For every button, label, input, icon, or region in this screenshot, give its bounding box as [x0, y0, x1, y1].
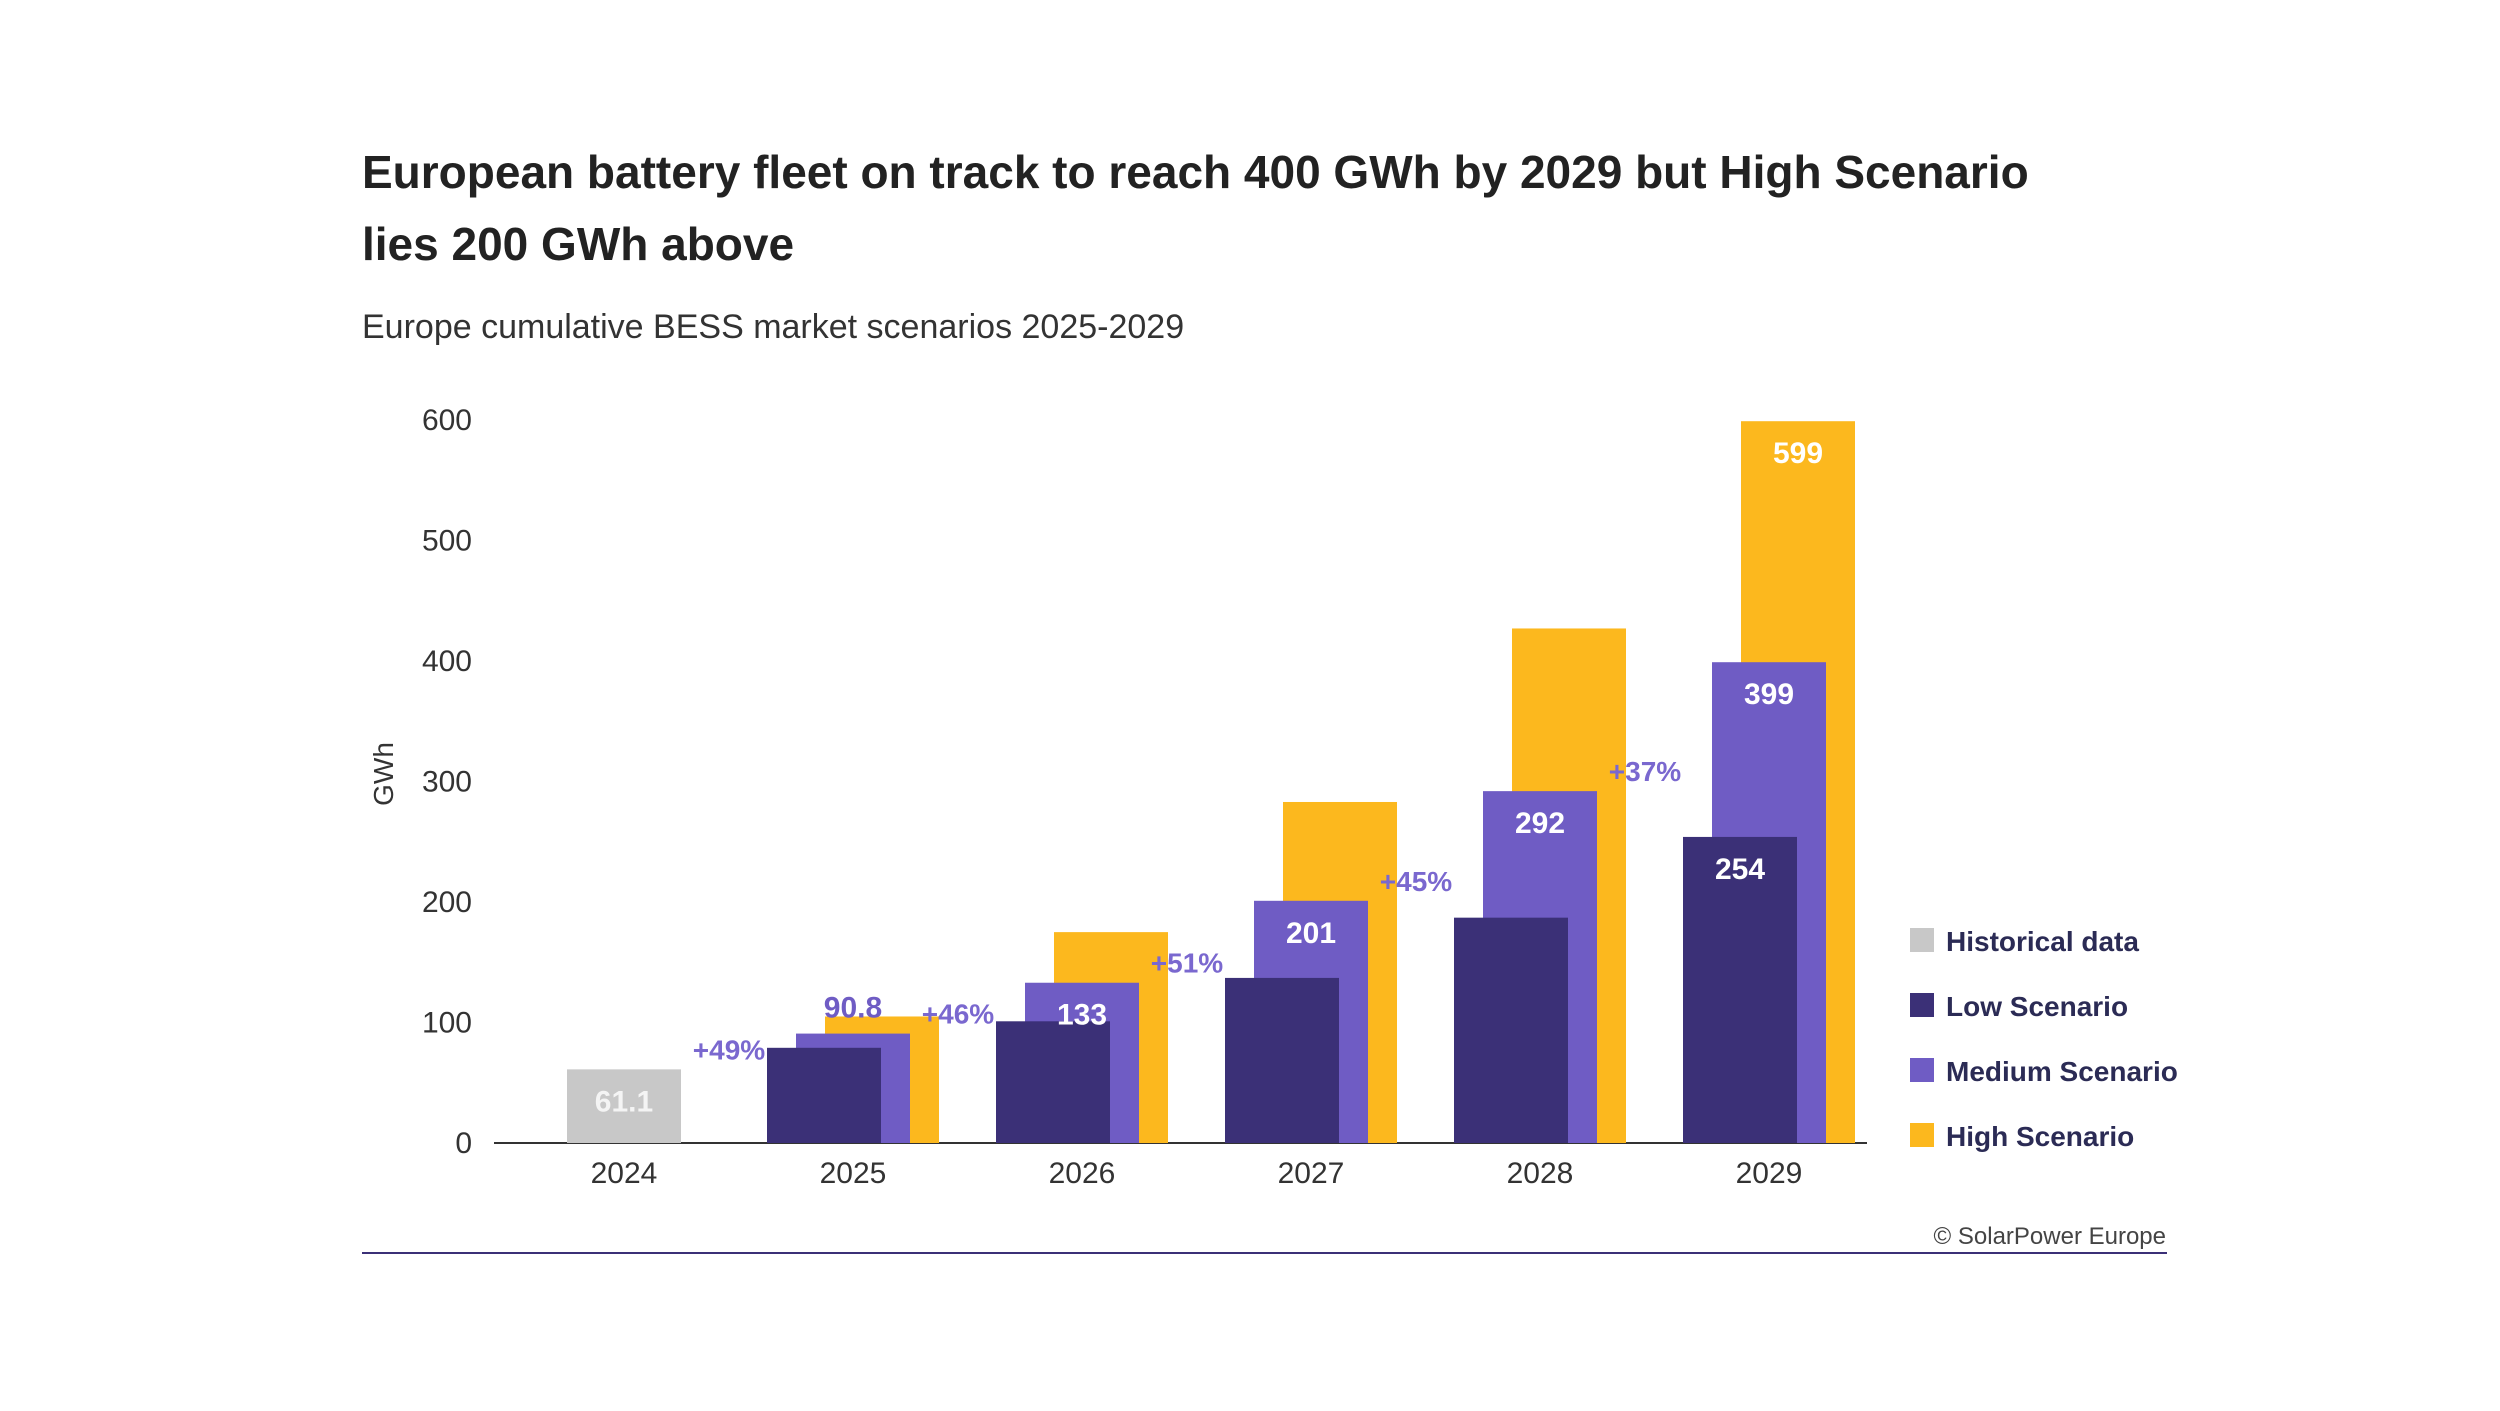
data-label: 133 — [1057, 999, 1107, 1032]
growth-labels-group: +49% +46% +51% +45% +37% — [693, 756, 1681, 1065]
data-label: 254 — [1715, 853, 1765, 886]
y-tick-label: 400 — [422, 645, 472, 678]
legend: Historical data Low Scenario Medium Scenar… — [1910, 926, 2178, 1152]
bar-low-scenario-2028 — [1454, 917, 1568, 1143]
x-axis: 2024 2025 2026 2027 2028 2029 — [494, 1142, 1867, 1190]
data-label: 90.8 — [824, 992, 882, 1025]
growth-label: +51% — [1151, 948, 1223, 979]
bar-historical-data-2024 — [567, 1069, 681, 1143]
legend-label: Historical data — [1946, 926, 2139, 957]
legend-label: High Scenario — [1946, 1121, 2134, 1152]
data-label: 599 — [1773, 437, 1823, 470]
y-tick-label: 500 — [422, 525, 472, 558]
data-labels-group: 599 90.8 133 201 292 399 254 61.1 — [595, 437, 1823, 1118]
y-axis-label: GWh — [368, 742, 399, 806]
source-note: © SolarPower Europe — [1934, 1223, 2166, 1250]
legend-label: Low Scenario — [1946, 991, 2128, 1022]
chart-title-line-1: European battery fleet on track to reach… — [362, 146, 2029, 198]
growth-label: +49% — [693, 1034, 765, 1065]
bar-low-scenario-2025 — [767, 1047, 881, 1143]
legend-swatch — [1910, 1058, 1934, 1082]
growth-label: +45% — [1380, 866, 1452, 897]
y-tick-label: 0 — [455, 1127, 472, 1160]
y-tick-label: 300 — [422, 766, 472, 799]
data-label: 201 — [1286, 917, 1336, 950]
y-tick-label: 100 — [422, 1007, 472, 1040]
growth-label: +46% — [922, 999, 994, 1030]
y-tick-label: 200 — [422, 886, 472, 919]
chart-title-line-2: lies 200 GWh above — [362, 218, 794, 270]
data-label: 61.1 — [595, 1085, 653, 1118]
x-tick-label: 2025 — [820, 1157, 887, 1190]
title-group: European battery fleet on track to reach… — [362, 146, 2029, 346]
x-tick-label: 2027 — [1278, 1157, 1345, 1190]
bars-group — [567, 421, 1855, 1144]
legend-swatch — [1910, 928, 1934, 952]
x-tick-label: 2026 — [1049, 1157, 1116, 1190]
bar-low-scenario-2029 — [1683, 836, 1797, 1143]
data-label: 399 — [1744, 678, 1794, 711]
bar-low-scenario-2027 — [1225, 977, 1339, 1143]
data-label: 292 — [1515, 807, 1565, 840]
bar-low-scenario-2026 — [996, 1021, 1110, 1143]
legend-swatch — [1910, 1123, 1934, 1147]
x-tick-label: 2024 — [591, 1157, 658, 1190]
growth-label: +37% — [1609, 756, 1681, 787]
chart-subtitle: Europe cumulative BESS market scenarios … — [362, 308, 1184, 346]
x-tick-label: 2028 — [1507, 1157, 1574, 1190]
legend-label: Medium Scenario — [1946, 1056, 2178, 1087]
x-tick-label: 2029 — [1736, 1157, 1803, 1190]
y-tick-label: 600 — [422, 404, 472, 437]
legend-swatch — [1910, 993, 1934, 1017]
y-axis: 0 100 200 300 400 500 600 — [422, 404, 472, 1160]
